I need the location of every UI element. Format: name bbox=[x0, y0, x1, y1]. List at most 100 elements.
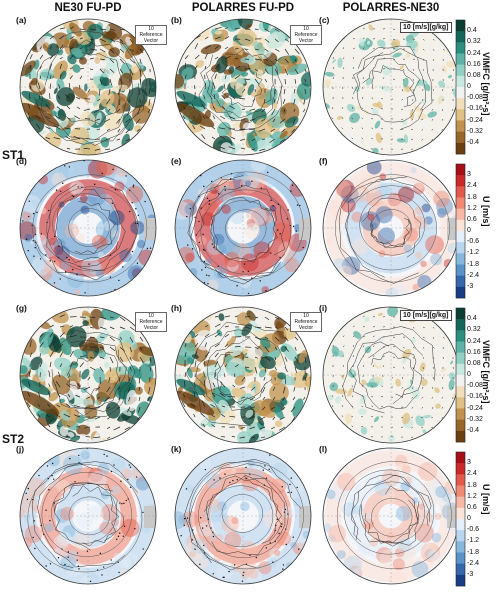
u-colorbar-top-tick: -3 bbox=[467, 282, 474, 290]
vimfc-colorbar-tick: -0.4 bbox=[467, 138, 480, 146]
panel-border bbox=[174, 159, 312, 297]
panel-label: (h) bbox=[171, 303, 182, 313]
polar-map-panel-12 bbox=[323, 448, 459, 584]
panel-label: (k) bbox=[171, 444, 182, 454]
reference-vector-box: 10 Reference Vector bbox=[135, 25, 167, 45]
vimfc-colorbar-lower-tick: -0.4 bbox=[467, 426, 480, 434]
u-colorbar-top-title: U [m/s] bbox=[481, 196, 491, 227]
vimfc-colorbar-lower-segment bbox=[456, 419, 465, 432]
u-colorbar-bottom-tick: 1.8 bbox=[467, 481, 477, 489]
vimfc-colorbar-lower-segment bbox=[456, 408, 465, 420]
u-colorbar-top-tick: 0 bbox=[467, 227, 471, 234]
reference-vector-box: 10 Reference Vector bbox=[135, 312, 167, 332]
u-colorbar-top-segment bbox=[456, 242, 465, 254]
polar-map-panel-9 bbox=[323, 307, 459, 443]
u-colorbar-top-segment bbox=[456, 208, 465, 221]
polar-map-panel-2 bbox=[175, 19, 311, 155]
u-colorbar-bottom-tick: -3 bbox=[467, 570, 474, 578]
u-colorbar-top-segment bbox=[456, 264, 465, 276]
panel-border bbox=[19, 18, 157, 156]
u-colorbar-bottom-segment bbox=[456, 463, 465, 475]
u-colorbar-top-tick: -1.8 bbox=[467, 260, 480, 268]
reference-vector-value: 10 bbox=[148, 313, 154, 319]
vimfc-colorbar-tick: -0.32 bbox=[467, 127, 483, 135]
vimfc-colorbar-lower-tick: -0.24 bbox=[467, 404, 483, 412]
u-colorbar-bottom-segment bbox=[456, 563, 465, 576]
vimfc-colorbar-lower-tick: 0.24 bbox=[467, 337, 481, 345]
panel-label: (f) bbox=[319, 156, 328, 166]
reference-vector-box: 10 Reference Vector bbox=[290, 25, 322, 45]
u-colorbar-top-tick: 2.4 bbox=[467, 182, 477, 190]
panel-border bbox=[19, 159, 157, 297]
polar-map-panel-7 bbox=[20, 307, 156, 443]
u-colorbar-top-segment bbox=[456, 231, 465, 243]
u-colorbar-top-segment bbox=[456, 197, 465, 209]
panel-label: (j) bbox=[16, 444, 25, 454]
panel-border bbox=[174, 447, 312, 585]
u-colorbar-bottom-segment bbox=[456, 507, 465, 520]
u-colorbar-bottom-tick: -0.6 bbox=[467, 526, 480, 534]
vimfc-colorbar-segment bbox=[456, 31, 465, 43]
vimfc-colorbar-segment bbox=[456, 131, 465, 144]
vimfc-colorbar-lower-segment bbox=[456, 375, 465, 387]
u-colorbar-top-segment bbox=[456, 275, 465, 288]
u-colorbar-bottom-tick: -1.2 bbox=[467, 537, 480, 545]
vimfc-colorbar bbox=[455, 19, 466, 155]
u-colorbar-top-segment bbox=[456, 253, 465, 265]
reference-vector-label: Reference Vector bbox=[294, 319, 318, 331]
reference-vector-value: 10 bbox=[303, 26, 309, 32]
vimfc-colorbar-segment bbox=[456, 64, 465, 77]
u-colorbar-top-tick: -2.4 bbox=[467, 271, 480, 279]
reference-vector-box: 10 Reference Vector bbox=[290, 312, 322, 332]
u-colorbar-bottom-tick: 0.6 bbox=[467, 503, 477, 511]
vimfc-colorbar-lower-segment bbox=[456, 352, 465, 365]
vimfc-colorbar-lower-segment bbox=[456, 330, 465, 342]
vimfc-colorbar-segment bbox=[456, 42, 465, 54]
panel-label: (a) bbox=[16, 15, 27, 25]
u-colorbar-top-tick: 1.2 bbox=[467, 204, 477, 212]
vimfc-colorbar-lower-segment bbox=[456, 308, 465, 320]
vimfc-colorbar-lower-tick: 0.16 bbox=[467, 348, 481, 356]
vimfc-colorbar-lower-tick: 0.08 bbox=[467, 359, 481, 367]
reference-vector-label: Reference Vector bbox=[294, 32, 318, 44]
vimfc-colorbar-lower-tick: 0 bbox=[467, 371, 471, 378]
u-colorbar-bottom-tick: 0 bbox=[467, 515, 471, 522]
vimfc-colorbar-lower-tick: -0.08 bbox=[467, 382, 483, 390]
vimfc-colorbar-lower-segment bbox=[456, 397, 465, 409]
u-colorbar-top-segment bbox=[456, 286, 465, 299]
column-header-1: NE30 FU-PD bbox=[54, 2, 122, 14]
u-colorbar-bottom-tick: 3 bbox=[467, 459, 471, 467]
u-colorbar-top-tick: -1.2 bbox=[467, 249, 480, 257]
reference-vector-large: 10 [m/s][g/kg] bbox=[400, 22, 452, 33]
vimfc-colorbar-tick: -0.16 bbox=[467, 105, 483, 113]
u-colorbar-bottom-segment bbox=[456, 496, 465, 509]
u-colorbar-top-segment bbox=[456, 219, 465, 232]
vimfc-colorbar-lower-tick: 0.4 bbox=[467, 315, 477, 323]
vimfc-colorbar-segment bbox=[456, 75, 465, 88]
u-colorbar-bottom-segment bbox=[456, 541, 465, 553]
panel-border bbox=[174, 306, 312, 444]
polar-map-panel-10 bbox=[20, 448, 156, 584]
u-colorbar-top-segment bbox=[456, 175, 465, 187]
vimfc-colorbar-segment bbox=[456, 87, 465, 99]
vimfc-colorbar-segment bbox=[456, 120, 465, 132]
vimfc-colorbar-tick: 0.24 bbox=[467, 49, 481, 57]
u-colorbar-bottom-segment bbox=[456, 530, 465, 542]
reference-vector-label: Reference Vector bbox=[139, 32, 163, 44]
u-colorbar-bottom-segment bbox=[456, 485, 465, 497]
panel-label: (c) bbox=[319, 15, 330, 25]
vimfc-colorbar-lower-segment bbox=[456, 319, 465, 331]
u-colorbar-bottom-title: U [m/s] bbox=[481, 484, 491, 515]
reference-vector-value: 10 bbox=[303, 313, 309, 319]
reference-vector-label: Reference Vector bbox=[139, 319, 163, 331]
panel-label: (l) bbox=[319, 444, 328, 454]
vimfc-colorbar-lower-segment bbox=[456, 363, 465, 376]
u-colorbar-bottom bbox=[455, 451, 466, 587]
vimfc-colorbar-lower-tick: -0.16 bbox=[467, 393, 483, 401]
polar-map-panel-11 bbox=[175, 448, 311, 584]
vimfc-colorbar-tick: 0.16 bbox=[467, 60, 481, 68]
polar-map-panel-6 bbox=[323, 160, 459, 296]
polar-map-panel-5 bbox=[175, 160, 311, 296]
vimfc-colorbar-lower bbox=[455, 307, 466, 443]
